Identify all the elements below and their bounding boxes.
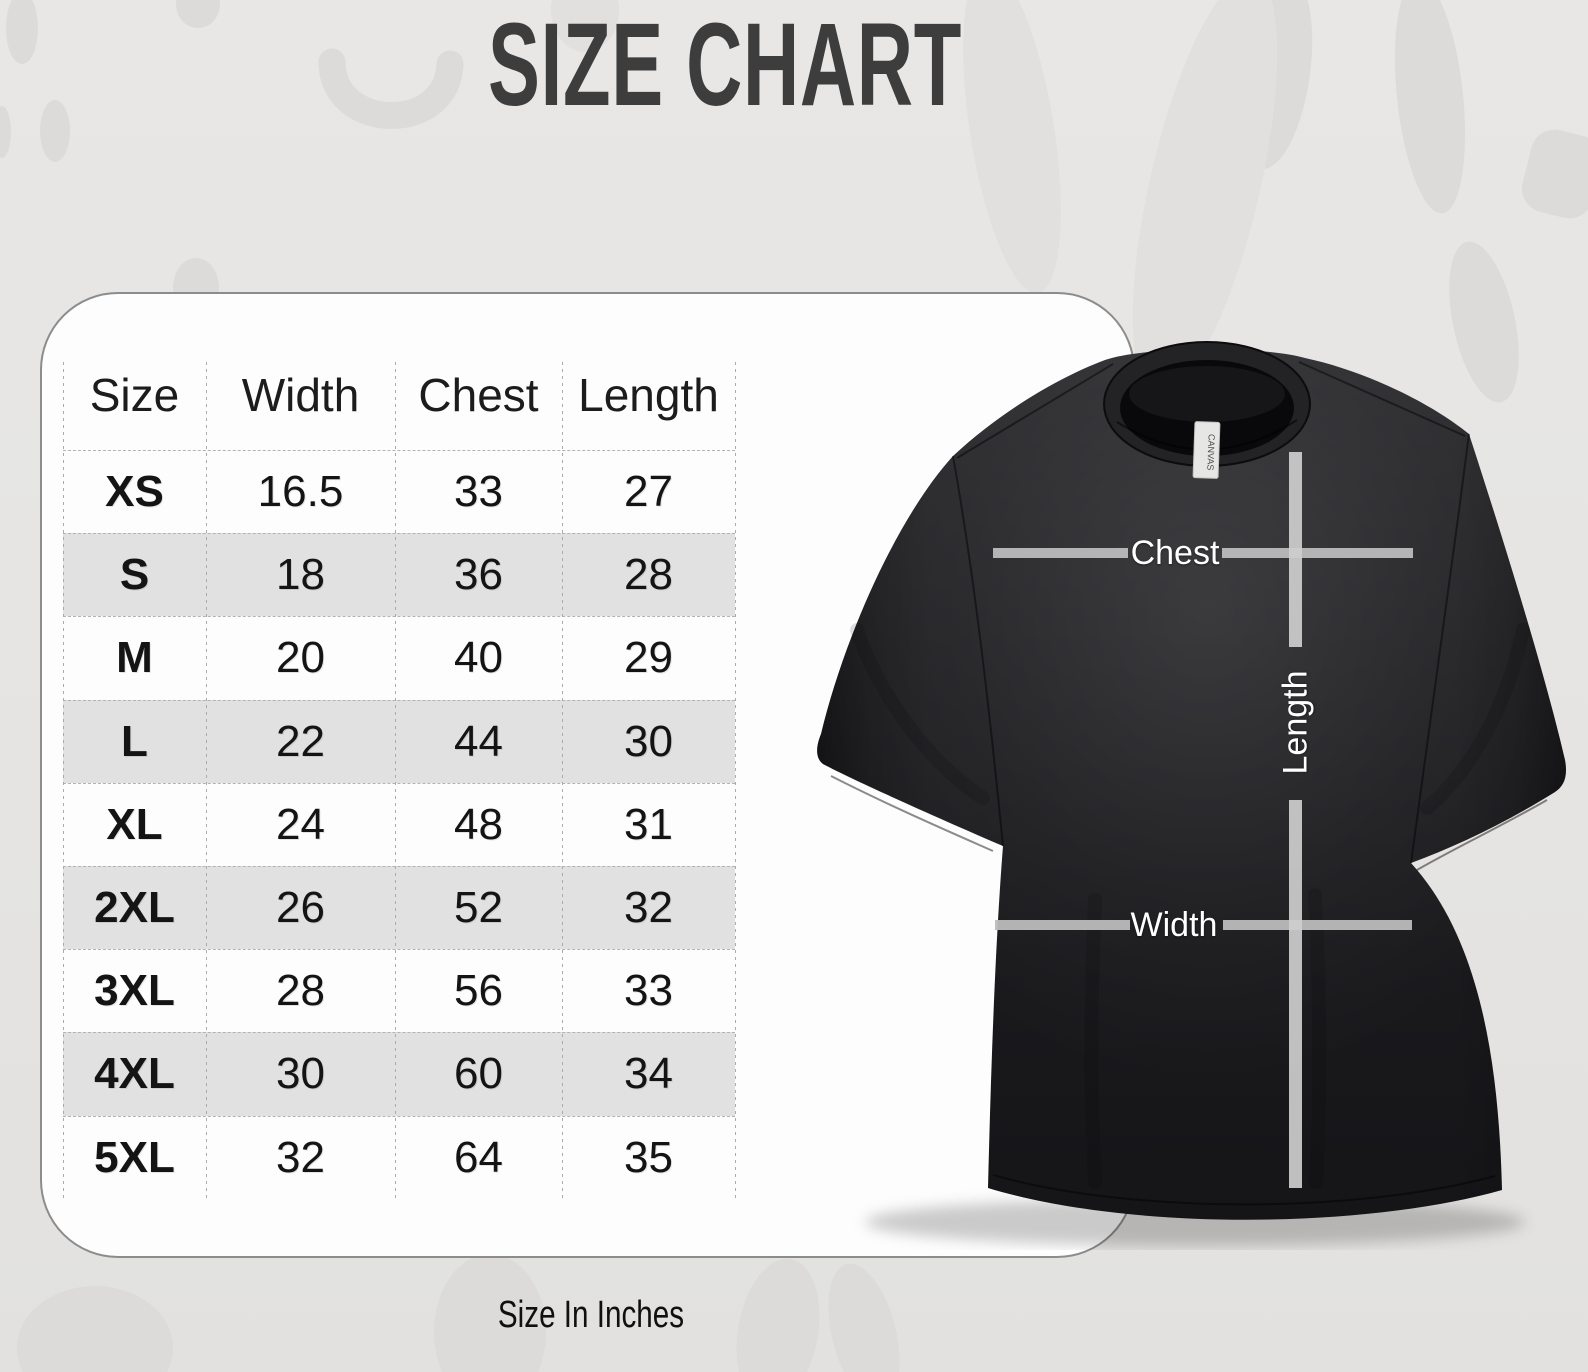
width-cell: 16.5 — [257, 467, 344, 517]
table-row: XL 24 48 31 — [63, 782, 735, 866]
column-header-length: Length — [578, 369, 719, 421]
collar-inner-back — [1129, 366, 1285, 422]
chest-cell: 60 — [454, 1049, 503, 1099]
neck-tag: CANVAS — [1192, 421, 1221, 479]
width-line-right — [1223, 920, 1412, 930]
chest-cell: 52 — [454, 883, 503, 933]
chest-label: Chest — [1130, 533, 1220, 572]
length-cell: 29 — [624, 633, 673, 683]
chest-cell: 44 — [454, 716, 503, 766]
chest-cell: 56 — [454, 966, 503, 1016]
width-cell: 24 — [276, 799, 325, 849]
chest-cell: 33 — [454, 467, 503, 517]
length-cell: 32 — [624, 883, 673, 933]
table-row: S 18 36 28 — [63, 533, 735, 617]
length-cell: 35 — [624, 1132, 673, 1182]
table-row: L 22 44 30 — [63, 699, 735, 783]
chest-cell: 40 — [454, 633, 503, 683]
size-cell: XS — [105, 467, 164, 517]
width-cell: 18 — [276, 550, 325, 600]
width-cell: 26 — [276, 883, 325, 933]
tshirt-folds — [850, 623, 1530, 1189]
size-cell: 2XL — [94, 883, 175, 933]
width-cell: 22 — [276, 716, 325, 766]
table-row: XS 16.5 33 27 — [63, 450, 735, 533]
size-cell: 3XL — [94, 966, 175, 1016]
size-cell: 4XL — [94, 1049, 175, 1099]
size-cell: XL — [106, 799, 163, 849]
length-cell: 33 — [624, 966, 673, 1016]
table-row: 4XL 30 60 34 — [63, 1032, 735, 1116]
tshirt-image: CANVAS — [817, 341, 1566, 1246]
width-cell: 28 — [276, 966, 325, 1016]
length-cell: 31 — [624, 799, 673, 849]
width-cell: 30 — [276, 1049, 325, 1099]
width-label: Width — [1130, 905, 1218, 944]
neck-tag-label: CANVAS — [1205, 434, 1216, 471]
size-table-body: XS 16.5 33 27 S 18 36 28 M 20 40 29 L 22… — [63, 450, 735, 1199]
table-row: 3XL 28 56 33 — [63, 949, 735, 1032]
column-header-size: Size — [89, 369, 180, 421]
chest-cell: 48 — [454, 799, 503, 849]
size-cell: L — [121, 716, 148, 766]
length-cell: 27 — [624, 467, 673, 517]
table-row: 2XL 26 52 32 — [63, 865, 735, 950]
size-cell: S — [119, 550, 150, 600]
length-line-top — [1289, 452, 1302, 647]
chest-line-right — [1222, 548, 1413, 558]
size-cell: 5XL — [94, 1132, 175, 1182]
length-cell: 34 — [624, 1049, 673, 1099]
tshirt-highlight — [817, 349, 1566, 1220]
table-row: 5XL 32 64 35 — [63, 1115, 735, 1199]
length-cell: 30 — [624, 716, 673, 766]
tshirt-seams — [830, 361, 1548, 1206]
chest-cell: 64 — [454, 1132, 503, 1182]
chest-cell: 36 — [454, 550, 503, 600]
column-header-chest: Chest — [418, 369, 539, 421]
column-header-width: Width — [241, 369, 360, 421]
length-label: Length — [1276, 670, 1315, 774]
length-line-bottom — [1289, 800, 1302, 1188]
chest-line-left — [993, 548, 1128, 558]
width-line-left — [995, 920, 1130, 930]
size-cell: M — [116, 633, 153, 683]
length-cell: 28 — [624, 550, 673, 600]
size-table-header: Size Width Chest Length — [63, 340, 735, 450]
page-title: SIZE CHART — [488, 0, 962, 131]
unit-note: Size In Inches — [497, 1294, 685, 1336]
width-cell: 32 — [276, 1132, 325, 1182]
table-row: M 20 40 29 — [63, 616, 735, 699]
width-cell: 20 — [276, 633, 325, 683]
